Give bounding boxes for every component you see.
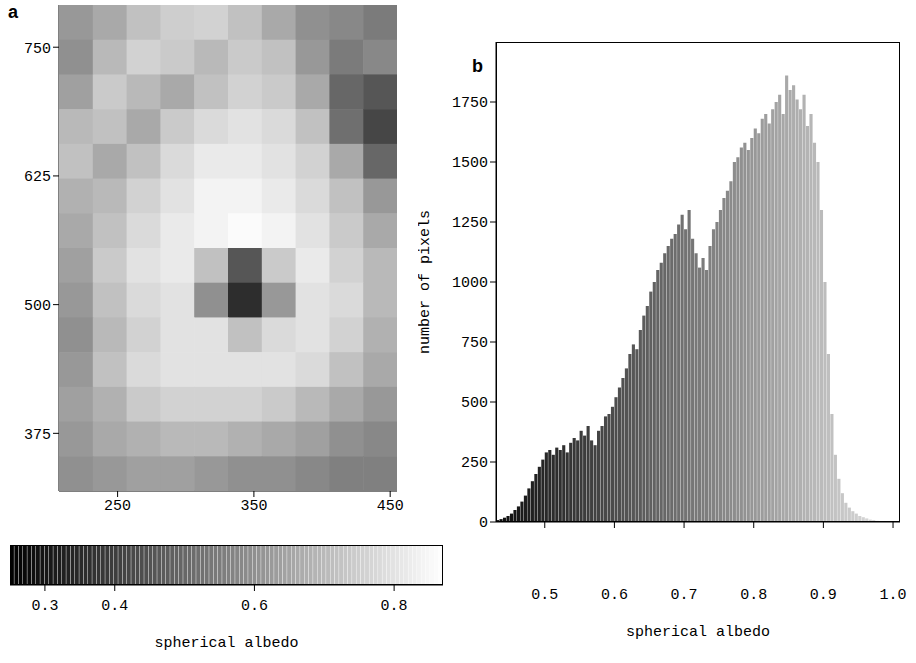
svg-text:1000: 1000 (452, 275, 488, 292)
svg-text:0.5: 0.5 (531, 587, 558, 604)
svg-text:250: 250 (104, 498, 131, 515)
svg-text:0.3: 0.3 (31, 598, 58, 615)
svg-text:spherical albedo: spherical albedo (626, 624, 770, 641)
svg-text:0: 0 (479, 515, 488, 532)
html-text:a: a (8, 2, 18, 22)
svg-text:spherical albedo: spherical albedo (154, 635, 298, 652)
svg-text:0.6: 0.6 (601, 587, 628, 604)
svg-text:0.9: 0.9 (810, 587, 837, 604)
svg-text:375: 375 (24, 427, 51, 444)
svg-text:0.4: 0.4 (101, 598, 128, 615)
svg-text:750: 750 (461, 335, 488, 352)
svg-text:1250: 1250 (452, 215, 488, 232)
svg-text:350: 350 (240, 498, 267, 515)
svg-text:0.8: 0.8 (381, 598, 408, 615)
html-text:b: b (472, 56, 483, 76)
svg-text:500: 500 (461, 395, 488, 412)
svg-text:625: 625 (24, 169, 51, 186)
svg-text:250: 250 (461, 455, 488, 472)
svg-text:0.8: 0.8 (740, 587, 767, 604)
svg-text:1750: 1750 (452, 95, 488, 112)
svg-text:number of pixels: number of pixels (418, 210, 434, 354)
svg-text:450: 450 (377, 498, 404, 515)
svg-text:1500: 1500 (452, 155, 488, 172)
svg-text:0.7: 0.7 (671, 587, 698, 604)
svg-text:1.0: 1.0 (880, 587, 907, 604)
svg-text:750: 750 (24, 41, 51, 58)
svg-text:500: 500 (24, 298, 51, 315)
svg-text:0.6: 0.6 (241, 598, 268, 615)
